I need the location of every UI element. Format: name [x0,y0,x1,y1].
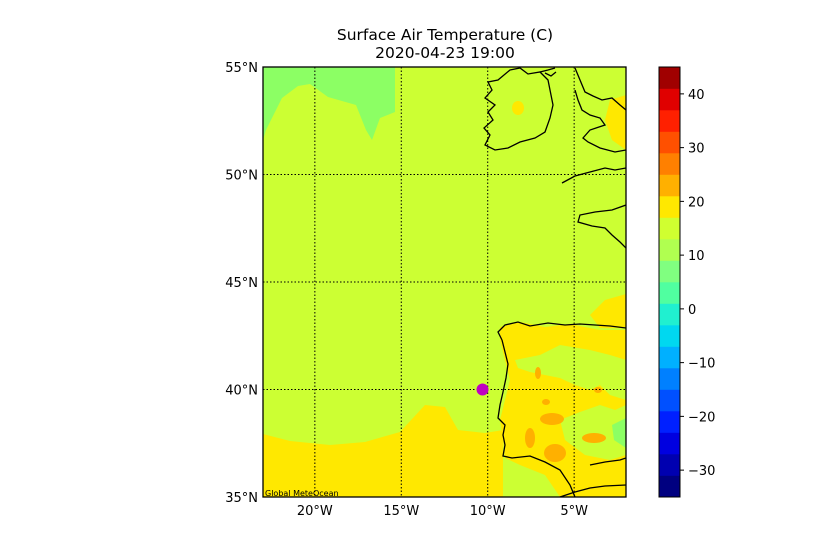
map-frame [262,66,627,498]
lon-tick-label: 10°W [470,504,506,519]
colorbar-tick-label: 30 [688,142,705,157]
lon-tick-label: 20°W [297,504,333,519]
coastline-britain [574,67,626,153]
colorbar-segment [659,368,680,390]
colorbar-segment [659,325,680,347]
attribution-watermark: Global MeteOcean [265,489,339,498]
hotspot-7 [594,387,602,393]
colorbar-segment [659,131,680,154]
colorbar-segment [659,67,680,89]
colorbar [659,67,680,498]
colorbar-tick-label: 20 [688,195,705,210]
colorbar-tick-label: 0 [688,303,696,318]
coastline-islands-2 [544,71,557,77]
colorbar-labels: 40 30 20 10 0 −10 −20 −30 [680,88,715,479]
lat-tick-label: 40°N [225,384,258,399]
hotspot-2 [525,428,535,448]
lat-tick-label: 55°N [225,61,258,76]
coastline-brittany [577,204,626,249]
colorbar-segment [659,346,680,369]
lon-tick-label: 5°W [560,504,588,519]
hotspot-3 [544,444,566,462]
colorbar-segment [659,411,680,433]
location-marker[interactable] [476,383,489,396]
colorbar-tick-label: 10 [688,249,705,264]
coastline-channel [561,167,626,184]
coastline-layer [483,67,626,497]
temperature-field-spot-5-10 [612,418,626,448]
latitude-labels: 55°N 50°N 45°N 40°N 35°N [225,61,258,506]
temperature-field-south-interior-10-15 [560,405,626,460]
hotspot-1 [540,413,564,425]
longitude-labels: 20°W 15°W 10°W 5°W [297,504,588,519]
colorbar-segment [659,217,680,240]
temperature-field-south-15-20 [263,405,503,497]
hotspot-6 [542,399,550,405]
colorbar-segment [659,88,680,111]
graticule [263,67,626,497]
temperature-field-ireland-15-20 [512,101,524,115]
coastline-biscay [497,321,626,341]
hotspot-5 [535,367,541,379]
colorbar-segment [659,260,680,283]
colorbar-tick-label: 40 [688,88,705,103]
colorbar-segment [659,153,680,175]
colorbar-tick-label: −30 [688,464,715,479]
colorbar-segment [659,475,680,498]
coastline-portugal [497,339,576,497]
map-area [263,67,626,497]
colorbar-segment [659,174,680,197]
temperature-field-5-10 [263,67,395,140]
colorbar-segment [659,110,680,132]
colorbar-tick-label: −10 [688,357,715,372]
coastline-south-spain [589,457,626,466]
colorbar-segment [659,432,680,455]
colorbar-segment [659,196,680,218]
temperature-field-britain-15-20 [605,95,626,150]
colorbar-segment [659,239,680,261]
coastline-morocco [559,484,626,497]
temperature-field-interior-10-15 [515,345,626,400]
lon-tick-label: 15°W [383,504,419,519]
colorbar-segment [659,303,680,326]
colorbar-frame [658,66,681,498]
title-text: Surface Air Temperature (C) [336,26,554,44]
colorbar-tick-label: −20 [688,410,715,425]
colorbar-segment [659,454,680,476]
colorbar-segment [659,389,680,412]
plot-title: Surface Air Temperature (C) 2020-04-23 1… [264,26,626,62]
lat-tick-label: 45°N [225,276,258,291]
hotspot-4 [582,433,606,443]
coastline-ireland [483,67,554,151]
lat-tick-label: 50°N [225,169,258,184]
colorbar-segment [659,282,680,304]
subtitle-timestamp: 2020-04-23 19:00 [375,44,515,62]
temperature-field-france-15-20 [590,294,626,328]
coastline-islands [539,67,556,73]
lat-tick-label: 35°N [225,491,258,506]
